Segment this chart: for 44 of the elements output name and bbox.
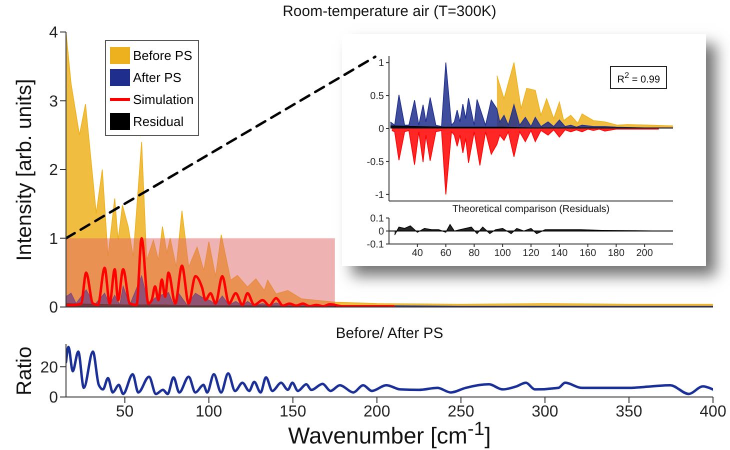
y-tick-label: 4	[49, 24, 58, 42]
x-tick-label: 120	[522, 248, 540, 260]
x-tick-label: 80	[468, 248, 480, 260]
x-tick-label: 200	[364, 403, 390, 420]
line-series	[66, 237, 395, 307]
legend-label: After PS	[133, 70, 182, 84]
x-tick-label: 400	[700, 403, 726, 420]
annotation: R$^{2}$ = 0.99	[610, 66, 667, 90]
legend-label: Residual	[133, 114, 184, 128]
y-tick-label: 3	[49, 93, 58, 110]
x-tick-label: 300	[532, 403, 558, 420]
x-tick-label: 180	[608, 248, 625, 260]
x-tick-label: 250	[448, 403, 474, 420]
y-tick-label: -0.5	[366, 157, 384, 168]
chart-title: Theoretical comparison (Residuals)	[452, 204, 610, 215]
y-tick-label: 0.5	[370, 91, 384, 102]
y-tick-label: 0	[378, 124, 384, 136]
x-tick-label: 40	[412, 248, 424, 260]
x-tick-label: 350	[616, 403, 642, 420]
chart-title: Before/ After PS	[336, 325, 444, 342]
x-tick-label: 150	[280, 403, 306, 420]
x-tick-label: 100	[494, 248, 512, 260]
x-tick-label: 60	[440, 248, 452, 260]
x-tick-label: 100	[195, 403, 222, 420]
y-tick-label: 1	[378, 58, 384, 70]
x-tick-label: 160	[579, 248, 597, 260]
chart-title: Room-temperature air (T=300K)	[282, 3, 496, 20]
y-tick-label: 0	[378, 226, 384, 238]
legend-label: Simulation	[133, 92, 194, 106]
y-tick-label: -0.1	[366, 240, 384, 251]
y-axis-title: Intensity [arb. units]	[13, 78, 37, 261]
x-tick-label: 140	[551, 248, 568, 260]
y-tick-label: 0	[49, 390, 58, 407]
y-axis-title: Ratio	[13, 346, 37, 396]
x-tick-label: 50	[116, 403, 134, 420]
x-axis-title: Wavenumber [cm$^{-1}$]	[288, 419, 491, 450]
y-tick-label: -1	[375, 190, 384, 201]
y-tick-label: 0.1	[370, 214, 384, 225]
y-tick-label: 1	[49, 230, 58, 248]
legend-label: Before PS	[133, 48, 192, 62]
y-tick-label: 2	[49, 162, 58, 180]
y-tick-label: 20	[40, 359, 58, 376]
x-tick-label: 200	[636, 248, 654, 260]
y-tick-label: 0	[49, 300, 58, 317]
